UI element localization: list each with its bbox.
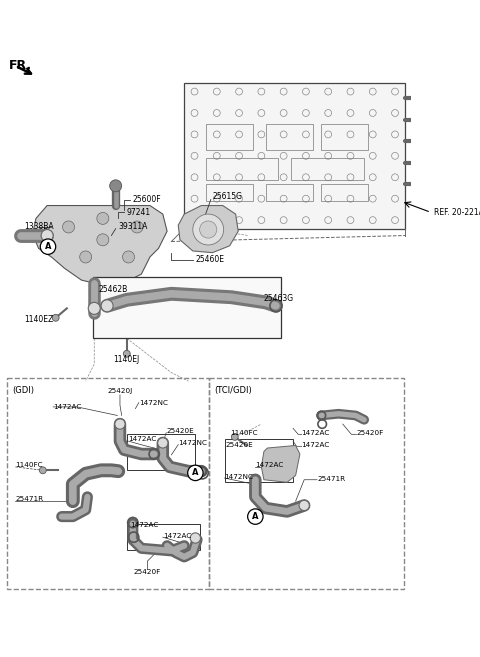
Circle shape [97, 212, 109, 225]
Circle shape [80, 251, 92, 263]
Text: 25420E: 25420E [166, 428, 194, 434]
Bar [93, 277, 281, 338]
Text: 25420J: 25420J [108, 388, 132, 394]
Circle shape [157, 438, 168, 448]
Circle shape [88, 302, 100, 314]
Text: 1140FC: 1140FC [15, 462, 43, 468]
Circle shape [41, 229, 53, 242]
Circle shape [62, 221, 74, 233]
Bar [205, 124, 253, 150]
Text: A: A [252, 512, 259, 521]
Text: 25460E: 25460E [195, 255, 224, 264]
Text: 39311A: 39311A [118, 223, 148, 231]
Circle shape [131, 221, 143, 233]
Circle shape [101, 300, 113, 312]
Text: 1472NC: 1472NC [139, 399, 168, 405]
Circle shape [299, 501, 309, 510]
Bar [321, 184, 369, 201]
Circle shape [123, 350, 130, 357]
Text: 1472NC: 1472NC [225, 474, 253, 480]
Circle shape [188, 465, 203, 481]
Circle shape [115, 419, 125, 429]
Bar [184, 83, 405, 229]
Text: 25420F: 25420F [357, 430, 384, 436]
Bar [127, 434, 195, 470]
Circle shape [190, 533, 201, 543]
Circle shape [248, 509, 263, 524]
Text: 25420F: 25420F [134, 569, 161, 576]
Text: 25471R: 25471R [317, 476, 345, 482]
Circle shape [39, 467, 46, 474]
Circle shape [40, 239, 56, 254]
Text: 1140EJ: 1140EJ [114, 355, 140, 365]
Bar [265, 124, 313, 150]
Text: 1472AC: 1472AC [301, 442, 330, 449]
Circle shape [52, 314, 59, 321]
Bar [127, 524, 200, 550]
Circle shape [231, 434, 238, 440]
Text: 97241: 97241 [127, 208, 151, 217]
Text: 25600F: 25600F [133, 195, 161, 204]
Text: 1140FC: 1140FC [229, 430, 257, 436]
Bar [265, 184, 313, 201]
Text: 1338BA: 1338BA [24, 223, 54, 231]
Text: 1472AC: 1472AC [163, 533, 191, 539]
Bar [321, 124, 369, 150]
Polygon shape [33, 206, 167, 285]
Bar [291, 158, 364, 180]
Text: 25462B: 25462B [98, 285, 128, 294]
Text: (GDI): (GDI) [12, 386, 34, 396]
Text: 1472AC: 1472AC [53, 404, 82, 410]
Circle shape [97, 234, 109, 246]
Text: 25420E: 25420E [226, 442, 253, 447]
Text: 1472NC: 1472NC [178, 440, 207, 446]
Text: FR.: FR. [9, 59, 32, 72]
Text: 1140EZ: 1140EZ [24, 315, 53, 324]
Bar [205, 184, 253, 201]
Circle shape [110, 180, 121, 192]
Text: 1472AC: 1472AC [129, 436, 157, 442]
Polygon shape [261, 445, 300, 482]
Polygon shape [178, 206, 238, 253]
Text: (TCI/GDI): (TCI/GDI) [214, 386, 252, 396]
Text: REF. 20-221A: REF. 20-221A [433, 208, 480, 217]
Text: A: A [192, 468, 199, 478]
Circle shape [122, 251, 134, 263]
Text: 1472AC: 1472AC [301, 430, 330, 436]
Circle shape [200, 221, 217, 238]
Text: 25471R: 25471R [15, 497, 44, 503]
Text: 25463G: 25463G [264, 294, 294, 303]
Text: A: A [45, 242, 51, 251]
Text: 1472AC: 1472AC [130, 522, 158, 528]
Bar [205, 158, 278, 180]
Text: 1472AC: 1472AC [255, 462, 284, 468]
Text: 25615G: 25615G [213, 192, 242, 200]
Circle shape [193, 214, 224, 245]
Bar [225, 440, 293, 482]
